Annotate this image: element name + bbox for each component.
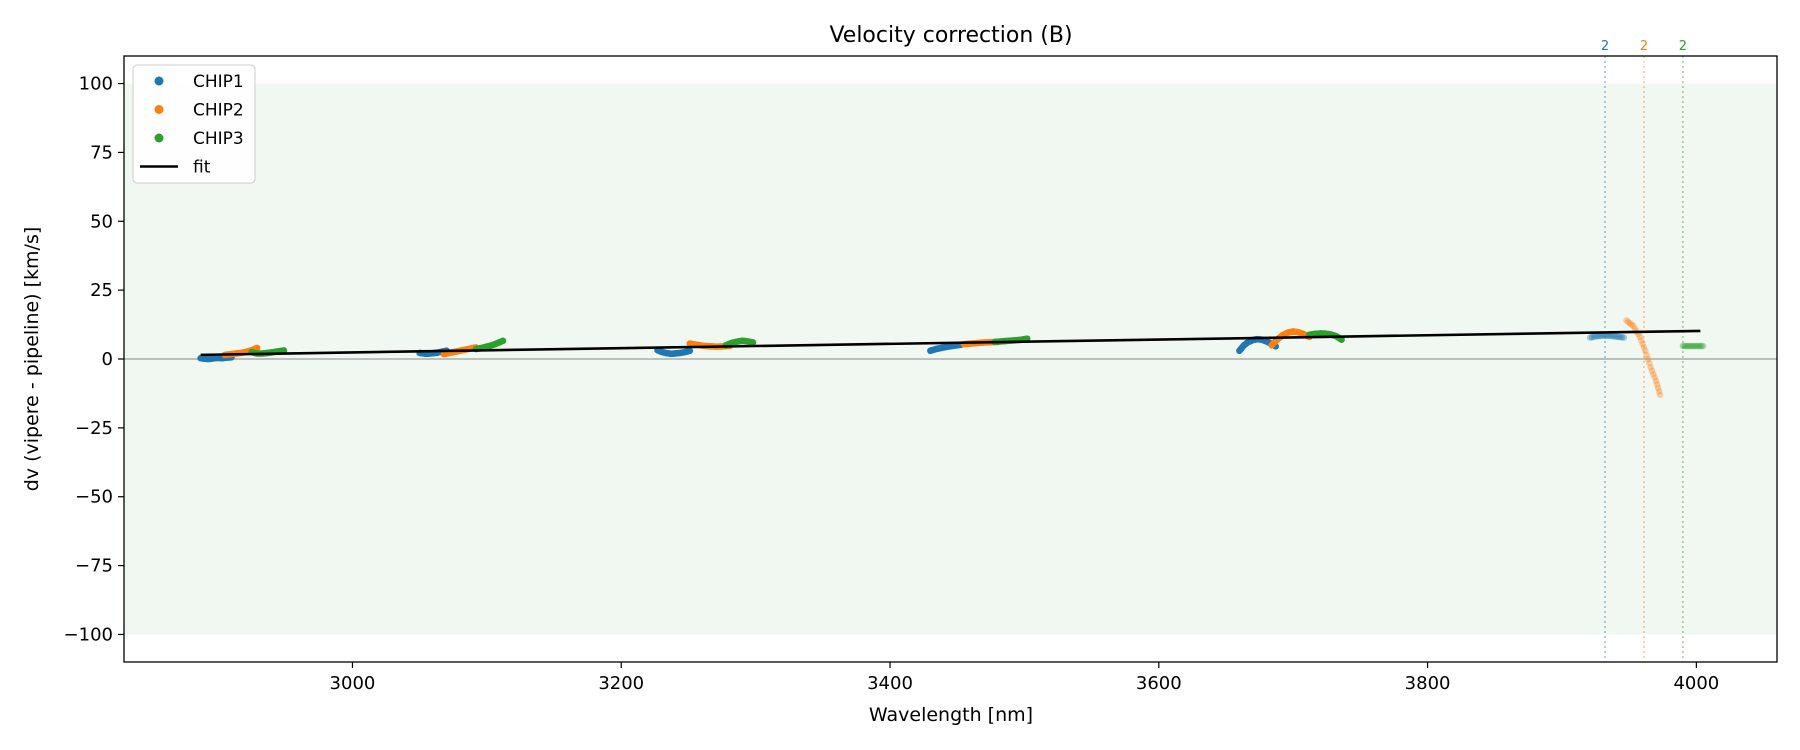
y-tick-label: −50	[75, 487, 113, 508]
legend: CHIP1 CHIP2 CHIP3 fit	[132, 64, 256, 184]
data-point-chip2	[1626, 319, 1634, 327]
data-point-chip3	[1682, 342, 1690, 350]
data-point-chip3	[1684, 342, 1692, 350]
data-point-chip3	[1691, 342, 1698, 350]
data-point-chip1	[1595, 332, 1602, 340]
legend-label-chip1: CHIP1	[193, 72, 244, 92]
legend-swatch-chip3	[154, 133, 164, 143]
data-point-chip1	[1620, 334, 1628, 341]
data-point-chip2	[1640, 343, 1648, 351]
data-point-chip3	[1681, 342, 1688, 350]
data-point-chip2	[1636, 333, 1644, 341]
data-point-chip2	[1637, 337, 1645, 344]
y-tick-label: −75	[75, 556, 113, 577]
x-tick-label: 3200	[598, 673, 644, 694]
plot-area: 2 2 2 3000 3200 3400 3600 3800 4000 100 75 50 25 0 −25…	[64, 39, 1778, 694]
data-point-chip3	[1698, 342, 1705, 350]
legend-box	[132, 64, 256, 184]
x-tick-label: 3600	[1136, 673, 1182, 694]
y-tick-label: 100	[79, 74, 113, 95]
data-point-chip3	[1693, 342, 1700, 350]
vertical-marker-label: 2	[1601, 39, 1609, 54]
data-point-chip2	[1631, 325, 1639, 333]
legend-label-fit: fit	[193, 158, 211, 178]
x-tick-label: 4000	[1673, 673, 1719, 694]
data-point-chip2	[1655, 388, 1663, 395]
data-point-chip2	[1648, 367, 1656, 375]
data-point-chip1	[1600, 332, 1607, 339]
data-point-chip1	[1615, 333, 1623, 341]
data-point-chip1	[1591, 333, 1599, 340]
data-point-chip2	[1629, 322, 1637, 330]
data-point-chip1	[1612, 333, 1619, 340]
y-tick-label: −25	[75, 418, 113, 439]
data-point-chip1	[1596, 332, 1604, 340]
data-point-chip1	[1610, 332, 1618, 340]
y-tick-label: 0	[102, 349, 113, 370]
data-point-chip3	[1694, 342, 1702, 350]
data-point-chip1	[1593, 332, 1601, 340]
data-point-chip3	[1679, 342, 1687, 350]
y-tick-label: −100	[64, 624, 113, 645]
data-point-chip3	[1689, 342, 1697, 350]
data-point-chip2	[1654, 384, 1662, 392]
y-tick-label: 75	[90, 142, 113, 163]
data-point-chip2	[1656, 391, 1664, 399]
data-point-chip2	[1628, 321, 1635, 328]
x-tick-label: 3000	[330, 673, 376, 694]
data-point-chip2	[1639, 340, 1646, 348]
data-point-chip2	[1623, 317, 1630, 324]
data-point-chip2	[1653, 381, 1661, 388]
legend-label-chip2: CHIP2	[193, 101, 244, 121]
data-point-chip1	[1613, 333, 1621, 340]
data-point-chip2	[1652, 377, 1660, 385]
data-point-chip3	[1696, 342, 1704, 350]
data-point-chip1	[1618, 334, 1626, 341]
data-point-chip3	[749, 339, 757, 346]
data-point-chip1	[1607, 332, 1614, 340]
data-point-chip1	[1588, 333, 1596, 341]
data-point-chip1	[686, 347, 694, 355]
y-tick-label: 25	[90, 280, 113, 301]
data-point-chip3	[280, 347, 288, 354]
x-tick-label: 3800	[1405, 673, 1451, 694]
vertical-marker-label: 2	[1640, 39, 1648, 54]
legend-swatch-chip2	[154, 105, 164, 114]
x-tick-label: 3400	[867, 673, 913, 694]
data-point-chip3	[1699, 342, 1707, 350]
data-point-chip1	[1608, 332, 1616, 340]
chart-title: Velocity correction (B)	[829, 23, 1072, 48]
data-point-chip3	[1688, 342, 1695, 350]
fit-line	[200, 329, 1701, 357]
data-point-chip2	[1647, 363, 1654, 371]
data-point-chip1	[1603, 332, 1611, 340]
vertical-marker-label: 2	[1679, 39, 1687, 54]
data-point-chip1	[1590, 333, 1597, 341]
y-axis-label: dv (vipere - pipeline) [km/s]	[21, 227, 43, 492]
data-point-chip3	[1686, 342, 1693, 350]
data-point-chip1	[1586, 334, 1594, 341]
data-point-chip2	[1644, 355, 1652, 363]
data-point-chip3	[1023, 335, 1031, 342]
data-point-chip2	[1650, 370, 1657, 378]
data-point-chip1	[1598, 332, 1606, 340]
data-point-chip2	[253, 344, 261, 352]
x-axis-label: Wavelength [nm]	[869, 704, 1033, 726]
data-point-chip2	[1646, 359, 1653, 367]
legend-swatch-chip1	[154, 76, 164, 86]
data-point-chip2	[1643, 351, 1650, 359]
data-point-chip3	[1338, 336, 1345, 344]
data-point-chip2	[1651, 374, 1659, 381]
data-point-chip1	[1602, 332, 1609, 339]
data-point-chip2	[1641, 347, 1649, 355]
data-point-chip1	[1617, 333, 1624, 341]
data-point-chip3	[499, 337, 507, 345]
data-point-chip2	[1624, 318, 1632, 326]
y-tick-label: 50	[90, 211, 113, 232]
data-point-chip1	[1605, 332, 1612, 340]
legend-label-chip3: CHIP3	[193, 129, 244, 149]
